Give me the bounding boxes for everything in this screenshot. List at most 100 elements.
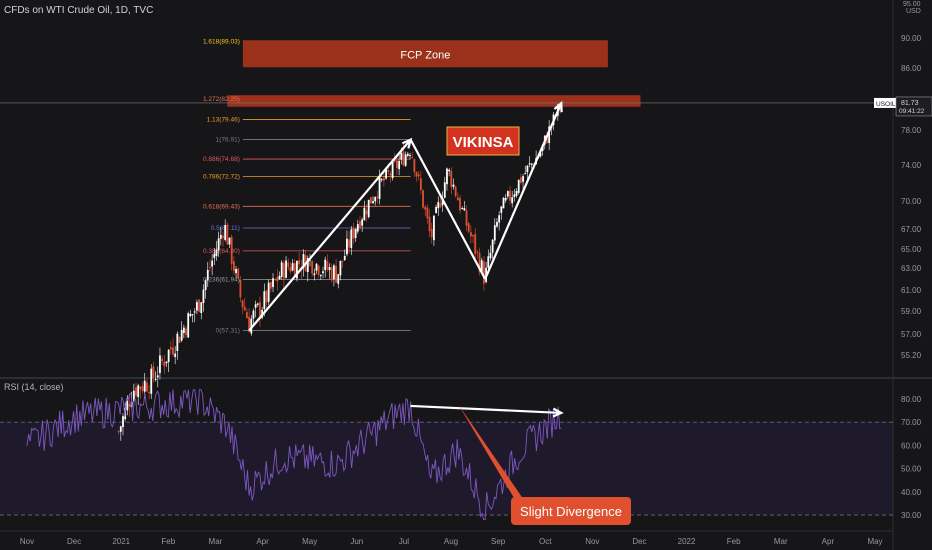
rsi-line bbox=[26, 389, 562, 521]
divergence-callout[interactable] bbox=[511, 497, 631, 525]
candle-body bbox=[409, 155, 411, 157]
candle-body bbox=[511, 197, 514, 204]
time-tick-label: May bbox=[867, 537, 882, 546]
candle-body bbox=[126, 400, 129, 411]
candle-body bbox=[209, 266, 211, 268]
candle-body bbox=[493, 225, 496, 241]
candle-body bbox=[524, 173, 527, 175]
rsi-tick-label: 30.00 bbox=[901, 511, 922, 520]
candle-body bbox=[356, 224, 359, 232]
candle-body bbox=[322, 271, 324, 274]
candle-body bbox=[198, 299, 200, 312]
candle-body bbox=[526, 165, 529, 173]
candle-body bbox=[296, 261, 298, 279]
candle-body bbox=[182, 327, 185, 334]
candle-body bbox=[119, 426, 122, 432]
fcp-zone-box[interactable] bbox=[242, 40, 608, 68]
candle-body bbox=[396, 160, 398, 169]
rally-arrow-head bbox=[553, 100, 563, 113]
candle-body bbox=[443, 182, 446, 198]
candle-body bbox=[250, 318, 253, 334]
candle-body bbox=[263, 291, 266, 310]
candle-body bbox=[187, 313, 190, 338]
fib-level-label: 0.382(64.80) bbox=[203, 248, 240, 255]
candle-body bbox=[274, 279, 277, 281]
price-tick-label: 70.00 bbox=[901, 197, 922, 206]
rally-arrow[interactable] bbox=[484, 102, 563, 280]
candle-body bbox=[483, 261, 485, 284]
candle-body bbox=[454, 186, 457, 197]
price-tick-label: 59.00 bbox=[901, 307, 922, 316]
candle-body bbox=[146, 382, 148, 392]
candle-body bbox=[415, 172, 418, 177]
rsi-title: RSI (14, close) bbox=[4, 382, 64, 392]
candle-body bbox=[313, 273, 316, 276]
time-tick-label: Nov bbox=[20, 537, 34, 546]
candle-body bbox=[417, 174, 420, 177]
fib-level-label: 1.272(82.25) bbox=[203, 96, 240, 103]
rsi-divergence-arrow-head bbox=[552, 407, 564, 418]
candle-body bbox=[243, 306, 246, 311]
candle-body bbox=[391, 161, 394, 179]
callout-pointer bbox=[458, 404, 526, 503]
candle-body bbox=[293, 263, 296, 276]
pullback-line[interactable] bbox=[409, 139, 487, 280]
rsi-tick-label: 50.00 bbox=[901, 465, 922, 474]
candle-body bbox=[385, 168, 387, 179]
candle-body bbox=[185, 328, 187, 336]
candle-body bbox=[530, 163, 533, 165]
fib-level-label: 0.236(61.94) bbox=[203, 277, 240, 284]
candle-body bbox=[332, 265, 335, 280]
price-tick-label: 63.00 bbox=[901, 264, 922, 273]
candle-body bbox=[330, 267, 333, 281]
candle-body bbox=[267, 282, 270, 302]
candle-body bbox=[265, 290, 268, 303]
candle-body bbox=[206, 269, 209, 281]
candle-body bbox=[172, 347, 174, 355]
candle-body bbox=[298, 260, 301, 265]
candle-body bbox=[328, 267, 331, 271]
rsi-tick-label: 80.00 bbox=[901, 395, 922, 404]
price-tick-label: 90.00 bbox=[901, 34, 922, 43]
candle-body bbox=[156, 375, 159, 378]
candle-body bbox=[437, 201, 440, 209]
currency-label: USD bbox=[906, 8, 921, 15]
candle-body bbox=[400, 152, 403, 160]
candle-body bbox=[122, 416, 124, 428]
candle-body bbox=[387, 169, 390, 173]
rsi-tick-label: 40.00 bbox=[901, 488, 922, 497]
candle-body bbox=[224, 224, 227, 240]
impulse-arrow[interactable] bbox=[248, 138, 412, 332]
fib-level-label: 0.786(72.72) bbox=[203, 174, 240, 181]
time-tick-label: Apr bbox=[822, 537, 835, 546]
candle-body bbox=[339, 260, 342, 276]
candle-body bbox=[383, 177, 385, 181]
candle-body bbox=[132, 390, 135, 402]
candle-body bbox=[430, 228, 433, 238]
candle-body bbox=[456, 197, 459, 201]
candle-body bbox=[389, 173, 392, 176]
last-price-time: 09:41:22 bbox=[899, 108, 925, 115]
candle-body bbox=[128, 404, 131, 407]
rsi-divergence-arrow[interactable] bbox=[410, 404, 562, 415]
candle-body bbox=[196, 302, 198, 311]
candle-body bbox=[219, 234, 222, 239]
candle-body bbox=[180, 329, 183, 341]
candle-body bbox=[363, 207, 366, 221]
candle-body bbox=[174, 353, 177, 357]
candle-body bbox=[167, 349, 170, 362]
price-tick-label: 67.00 bbox=[901, 225, 922, 234]
time-tick-label: Jun bbox=[350, 537, 363, 546]
time-tick-label: Aug bbox=[444, 537, 458, 546]
candle-body bbox=[404, 154, 407, 166]
candle-body bbox=[365, 210, 368, 215]
candle-body bbox=[517, 179, 520, 193]
time-tick-label: Dec bbox=[632, 537, 646, 546]
price-tick-label: 78.00 bbox=[901, 126, 922, 135]
candle-body bbox=[480, 260, 483, 272]
price-tick-label: 61.00 bbox=[901, 286, 922, 295]
candle-body bbox=[515, 190, 518, 196]
candle-body bbox=[354, 229, 357, 238]
